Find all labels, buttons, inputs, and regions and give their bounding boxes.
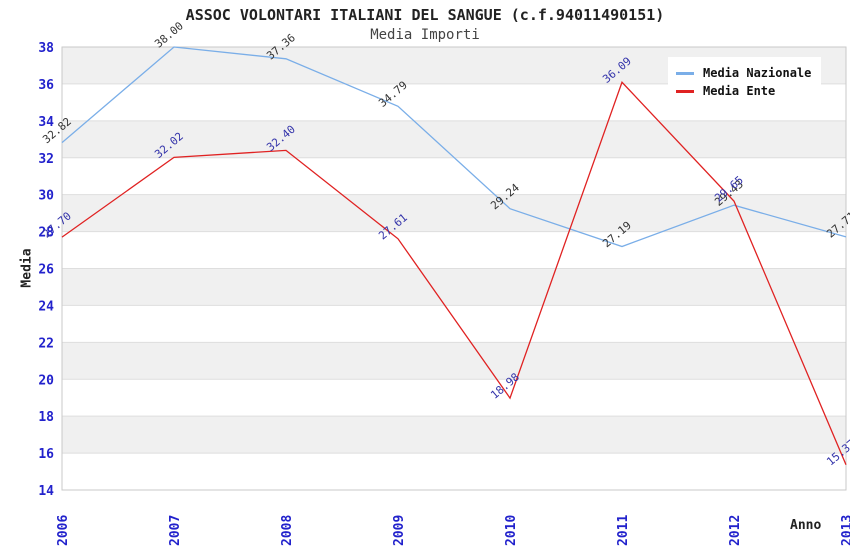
plot-border bbox=[61, 46, 847, 491]
legend-swatch-media-ente bbox=[676, 89, 694, 93]
plot-band bbox=[62, 305, 846, 343]
x-tick-label: 2011 bbox=[616, 515, 631, 546]
y-tick-label: 18 bbox=[38, 410, 54, 425]
x-tick-label: 2010 bbox=[504, 515, 519, 546]
y-tick-label: 14 bbox=[38, 484, 54, 499]
legend: Media Nazionale Media Ente bbox=[668, 57, 822, 107]
y-axis-title: Media bbox=[19, 248, 35, 288]
plot-band bbox=[62, 416, 846, 454]
x-tick-label: 2008 bbox=[280, 515, 295, 546]
x-tick-label: 2007 bbox=[168, 515, 183, 546]
series-line bbox=[61, 46, 847, 248]
legend-label-media-ente: Media Ente bbox=[703, 84, 776, 98]
plot-band bbox=[62, 157, 846, 195]
y-tick-label: 20 bbox=[38, 373, 54, 388]
plot-band bbox=[62, 231, 846, 269]
x-tick-label: 2012 bbox=[728, 515, 743, 546]
legend-item-media-nazionale: Media Nazionale bbox=[676, 66, 811, 80]
plot-band bbox=[62, 453, 846, 490]
x-tick-label: 2009 bbox=[392, 515, 407, 546]
x-tick-label: 2006 bbox=[56, 515, 71, 546]
plot-band bbox=[62, 379, 846, 417]
data-label: 38.00 bbox=[152, 19, 186, 50]
x-tick-label: 2013 bbox=[840, 515, 850, 546]
legend-item-media-ente: Media Ente bbox=[676, 84, 811, 98]
y-tick-label: 34 bbox=[38, 115, 54, 130]
chart-subtitle: Media Importi bbox=[370, 27, 480, 43]
y-tick-label: 38 bbox=[38, 41, 54, 56]
plot-band bbox=[62, 342, 846, 380]
x-axis-title: Anno bbox=[790, 518, 822, 533]
y-tick-label: 36 bbox=[38, 78, 54, 93]
series-line bbox=[61, 81, 847, 465]
y-tick-label: 26 bbox=[38, 263, 54, 278]
plot-band bbox=[62, 120, 846, 158]
chart-title: ASSOC VOLONTARI ITALIANI DEL SANGUE (c.f… bbox=[185, 6, 665, 24]
plot-band bbox=[62, 268, 846, 306]
y-tick-label: 30 bbox=[38, 189, 54, 204]
legend-swatch-media-nazionale bbox=[676, 71, 694, 75]
plot-band bbox=[62, 194, 846, 232]
y-tick-label: 32 bbox=[38, 152, 54, 167]
y-tick-label: 24 bbox=[38, 299, 54, 314]
y-tick-label: 28 bbox=[38, 226, 54, 241]
legend-label-media-nazionale: Media Nazionale bbox=[703, 66, 812, 80]
y-tick-label: 16 bbox=[38, 447, 54, 462]
y-tick-label: 22 bbox=[38, 336, 54, 351]
